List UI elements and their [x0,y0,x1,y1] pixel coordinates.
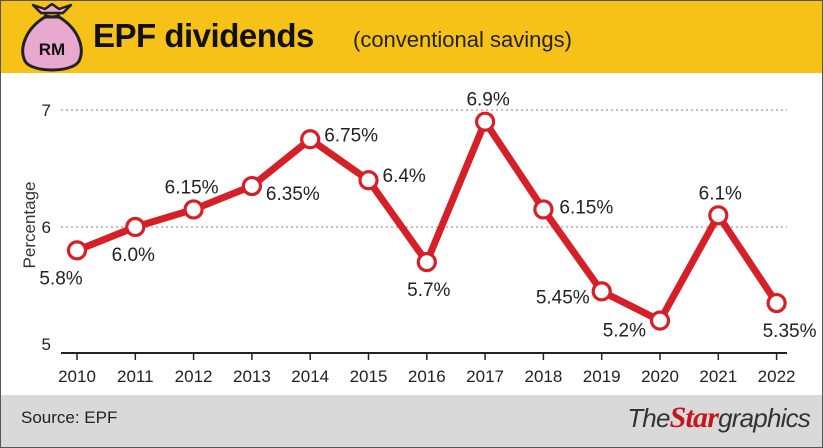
data-point [416,252,437,273]
page-title: EPF dividends [93,17,314,54]
x-tick-label: 2010 [58,367,96,386]
footer-bar [1,395,822,447]
brand-graphics: graphics [718,403,811,433]
y-tick-label: 5 [42,335,51,354]
bag-label: RM [39,40,65,59]
brand-star: Star [669,401,719,434]
x-tick-label: 2022 [758,367,796,386]
y-tick-label: 7 [42,101,51,120]
data-label: 5.45% [536,287,590,308]
page-subtitle: (conventional savings) [353,27,572,52]
data-point [766,292,787,314]
data-point [125,216,146,238]
data-label: 6.9% [466,90,509,111]
data-label: 6.75% [324,125,378,146]
data-labels: 5.8% 6.0% 6.15% 6.35% 6.75%6.4% 5.7% 6.9% 6.15%… [39,90,816,342]
data-label: 5.2% [603,321,646,342]
data-points [66,111,787,331]
x-tick-label: 2018 [524,367,562,386]
data-point [475,111,496,132]
brand-logo: TheStargraphics [627,401,811,435]
y-tick-label: 6 [42,218,51,237]
data-label: 6.15% [559,197,613,218]
x-tick-label: 2015 [350,367,388,386]
data-label: 6.1% [699,183,742,204]
data-label: 6.15% [165,177,219,198]
source-note: Source: EPF [21,408,118,427]
data-point [708,205,729,226]
data-point [533,199,554,220]
data-point [591,281,612,302]
grid-lines [61,109,787,228]
line-chart: 567 Percentage 2010 2011 2012 2013 2014 2015 2… [20,90,817,386]
money-bag-icon: RM [21,3,83,72]
data-point [358,170,379,191]
y-axis-label: Percentage [20,182,39,269]
x-tick-label: 2017 [466,367,504,386]
y-ticks: 5 6 7 [42,101,51,354]
x-tick-label: 2012 [175,367,213,386]
title-banner [1,1,822,73]
brand-the: The [627,403,670,433]
data-label: 5.7% [407,280,450,301]
x-tick-label: 2013 [233,367,271,386]
data-label: 6.35% [266,184,320,205]
x-tick-label: 2011 [117,367,154,386]
data-label: 6.0% [112,245,155,266]
data-label: 5.35% [763,321,817,342]
data-point [66,240,88,261]
x-tick-label: 2014 [291,367,329,386]
data-point [300,129,321,150]
data-point [183,199,204,220]
data-label: 5.8% [39,268,82,289]
data-point [649,310,671,331]
data-point [241,175,262,197]
x-tick-label: 2020 [641,367,679,386]
x-tick-label: 2019 [583,367,621,386]
x-ticks: 2010 2011 2012 2013 2014 2015 2016 2017 2018 2019… [58,353,796,386]
x-tick-label: 2016 [408,367,446,386]
data-label: 6.4% [383,166,426,187]
x-tick-label: 2021 [699,367,737,386]
